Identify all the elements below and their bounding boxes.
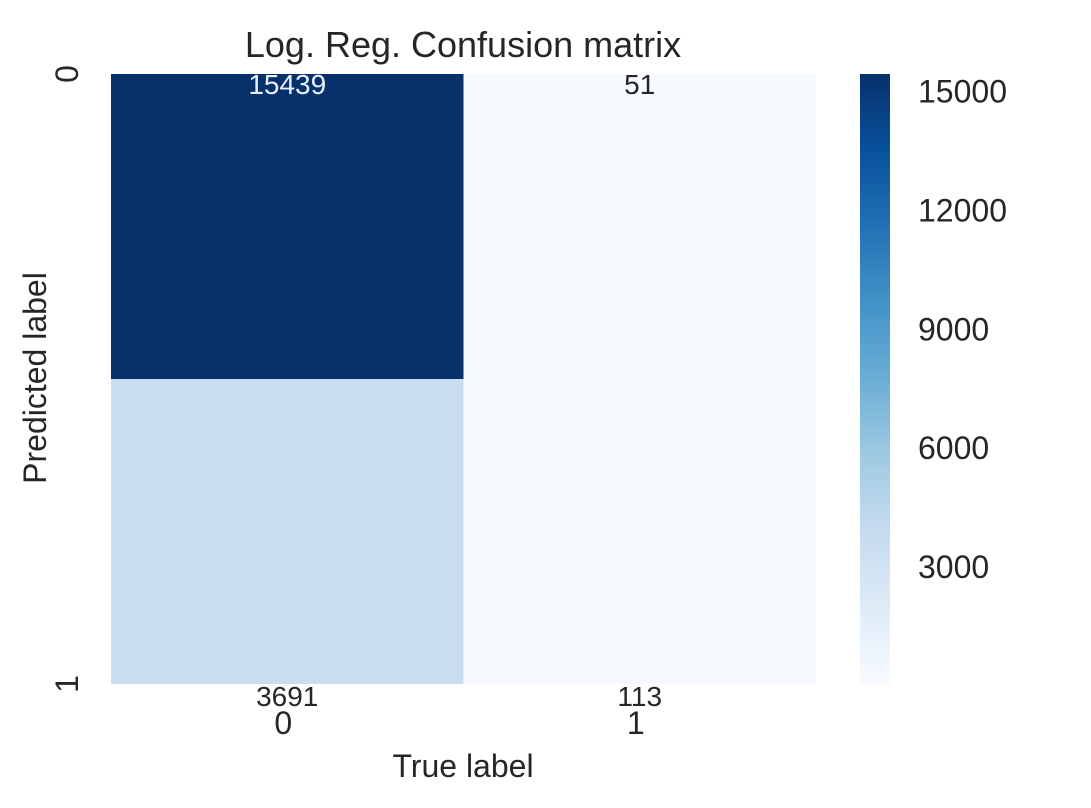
heatmap-cell-r0-c1 bbox=[463, 74, 816, 379]
y-tick-label-0: 0 bbox=[49, 65, 85, 83]
cell-value-label-r0-c1: 51 bbox=[624, 69, 655, 100]
y-axis-label: Predicted label bbox=[17, 272, 53, 484]
heatmap-cells bbox=[111, 74, 816, 684]
colorbar-tick-label-12000: 12000 bbox=[918, 192, 1007, 228]
colorbar-tick-label-9000: 9000 bbox=[918, 311, 989, 347]
colorbar-tick-label-6000: 6000 bbox=[918, 430, 989, 466]
colorbar-tick-label-15000: 15000 bbox=[918, 73, 1007, 109]
cell-value-label-r1-c0: 3691 bbox=[256, 681, 318, 712]
x-tick-label-1: 1 bbox=[627, 705, 645, 741]
colorbar bbox=[860, 74, 890, 684]
colorbar-ticks: 3000 6000 9000 12000 15000 bbox=[918, 73, 1007, 585]
x-axis-label: True label bbox=[392, 748, 533, 784]
cell-labels: 15439 51 3691 113 bbox=[248, 69, 662, 712]
x-tick-label-0: 0 bbox=[274, 705, 292, 741]
heatmap-cell-r0-c0 bbox=[111, 74, 464, 379]
cell-value-label-r0-c0: 15439 bbox=[248, 69, 326, 100]
colorbar-tick-label-3000: 3000 bbox=[918, 549, 989, 585]
y-axis-ticks: 01 bbox=[49, 65, 85, 693]
y-tick-label-1: 1 bbox=[49, 675, 85, 693]
heatmap-cell-r1-c1 bbox=[463, 379, 816, 684]
cell-value-label-r1-c1: 113 bbox=[617, 681, 662, 712]
chart-title: Log. Reg. Confusion matrix bbox=[245, 24, 681, 65]
heatmap-cell-r1-c0 bbox=[111, 379, 464, 684]
